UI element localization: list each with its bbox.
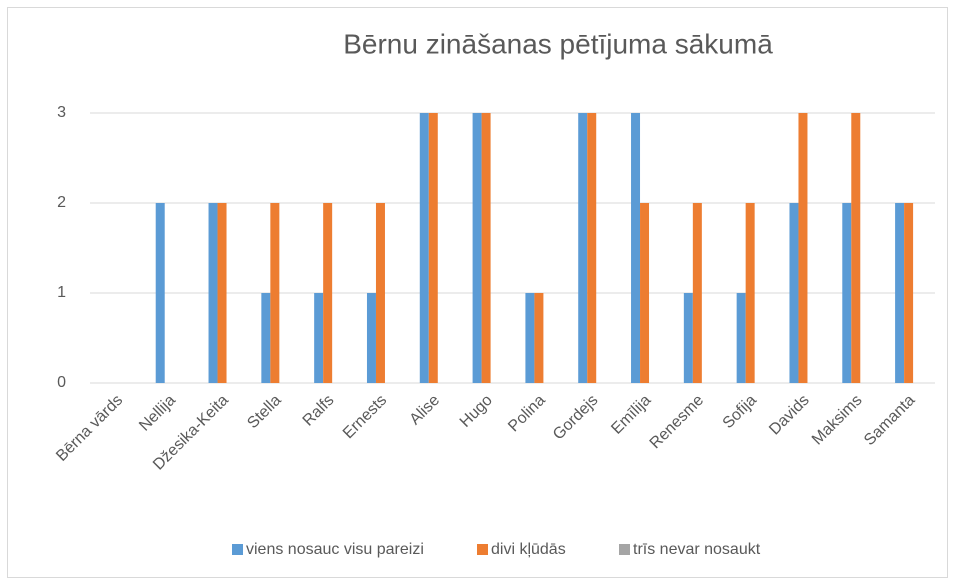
y-tick-label: 1 [57, 284, 66, 301]
bar [736, 293, 746, 383]
bar [472, 113, 482, 383]
legend-label: trīs nevar nosaukt [633, 541, 761, 558]
bar [798, 113, 808, 383]
chart-title: Bērnu zināšanas pētījuma sākumā [343, 28, 773, 59]
bar [895, 203, 905, 383]
bar [314, 293, 324, 383]
bar [851, 113, 861, 383]
legend-swatch [619, 544, 630, 555]
legend-swatch [477, 544, 488, 555]
legend-swatch [232, 544, 243, 555]
bar [745, 203, 755, 383]
bar [904, 203, 914, 383]
bar [631, 113, 641, 383]
bar [534, 293, 544, 383]
bar [587, 113, 597, 383]
bar [525, 293, 535, 383]
bar [683, 293, 693, 383]
bar [481, 113, 491, 383]
bar [375, 203, 385, 383]
y-tick-label: 0 [57, 374, 66, 391]
bar [789, 203, 799, 383]
bar [208, 203, 218, 383]
legend-label: divi kļūdās [491, 541, 566, 558]
legend-label: viens nosauc visu pareizi [246, 541, 424, 558]
bar [692, 203, 702, 383]
bar [217, 203, 227, 383]
bar [323, 203, 333, 383]
bar [428, 113, 438, 383]
bar [270, 203, 280, 383]
y-tick-label: 3 [57, 104, 66, 121]
bar [578, 113, 588, 383]
bar [419, 113, 429, 383]
bar [155, 203, 165, 383]
bar [366, 293, 376, 383]
y-tick-label: 2 [57, 194, 66, 211]
bar [261, 293, 271, 383]
bar [842, 203, 852, 383]
bar [640, 203, 650, 383]
